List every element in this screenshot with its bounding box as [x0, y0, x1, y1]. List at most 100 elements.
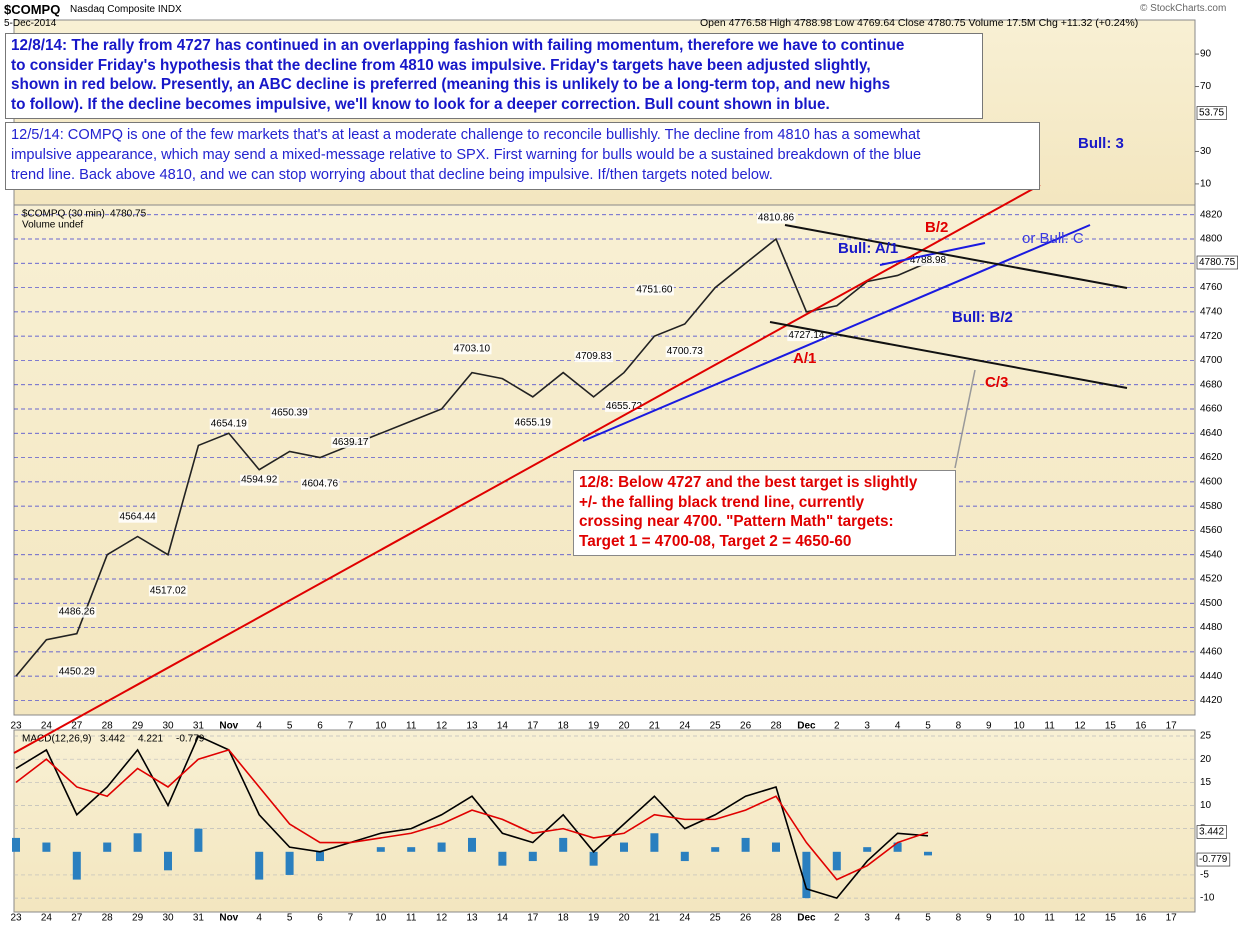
x-tick-label: 13	[466, 721, 478, 732]
x-tick-label: 19	[588, 721, 600, 732]
last-histogram: -0.779	[1199, 854, 1228, 865]
series-line	[15, 748, 929, 881]
x-tick-label: 10	[1014, 913, 1026, 924]
x-tick-label: 12	[1074, 721, 1086, 732]
histogram-bar	[680, 851, 689, 862]
point-label: 4517.02	[150, 585, 187, 596]
y-tick-label: 4460	[1200, 646, 1223, 657]
y-tick-label: 4640	[1200, 428, 1223, 439]
note-line: impulsive appearance, which may send a m…	[11, 147, 922, 163]
y-tick-label: 4580	[1200, 501, 1223, 512]
x-tick-label: 30	[162, 721, 174, 732]
legend-value: 3.442	[100, 734, 125, 745]
trend-line	[13, 184, 1041, 754]
y-tick-label: 4420	[1200, 695, 1223, 706]
x-tick-label: 31	[193, 721, 205, 732]
histogram-bar	[42, 842, 51, 852]
note-1208: 12/8/14: The rally from 4727 has continu…	[5, 33, 983, 119]
y-tick-label: 10	[1200, 800, 1212, 811]
y-tick-label: 70	[1200, 81, 1212, 92]
y-tick-label: 90	[1200, 49, 1212, 60]
point-label-box	[300, 478, 340, 490]
histogram-bar	[72, 851, 81, 880]
point-label: 4486.26	[59, 607, 96, 618]
histogram-bar	[863, 847, 872, 852]
histogram-bar	[924, 851, 932, 856]
macd-panel	[13, 729, 1196, 913]
x-tick-label: 27	[71, 913, 83, 924]
x-tick-label: 17	[527, 721, 539, 732]
x-tick-label: 4	[256, 721, 262, 732]
x-tick-label: 7	[348, 721, 354, 732]
x-tick-label: 16	[1135, 721, 1147, 732]
x-tick-label: 4	[895, 913, 901, 924]
legend-value: 4.221	[138, 734, 163, 745]
y-tick-label: 4600	[1200, 476, 1223, 487]
credit: © StockCharts.com	[1140, 3, 1227, 14]
y-tick-label: 4440	[1200, 671, 1223, 682]
legend-volume: Volume undef	[22, 220, 83, 231]
x-tick-label: 5	[287, 913, 293, 924]
histogram-bar	[468, 837, 476, 852]
y-tick-label: 4800	[1200, 234, 1223, 245]
point-label: 4564.44	[120, 512, 157, 523]
note-line: shown in red below. Presently, an ABC de…	[11, 76, 891, 93]
x-tick-label: 11	[406, 721, 417, 732]
y-tick-label: -10	[1200, 893, 1215, 904]
trend-line	[879, 242, 986, 266]
y-tick-label: 4480	[1200, 622, 1223, 633]
y-tick-label: 4500	[1200, 598, 1223, 609]
histogram-bar	[711, 847, 720, 852]
point-label: 4650.39	[272, 407, 309, 418]
last-macd-box	[1196, 825, 1227, 839]
note-line: 12/8: Below 4727 and the best target is …	[579, 474, 918, 491]
x-tick-label: 5	[925, 721, 931, 732]
x-tick-label: 3	[864, 913, 870, 924]
x-tick-label: 30	[162, 913, 174, 924]
y-tick-label: 10	[1200, 179, 1212, 190]
x-tick-label: 12	[436, 721, 448, 732]
y-tick-label: 4660	[1200, 404, 1223, 415]
histogram-bar	[620, 842, 628, 852]
histogram-bar	[589, 851, 598, 866]
x-tick-label: 14	[497, 721, 509, 732]
histogram-bar	[376, 847, 385, 852]
note-line: to follow). If the decline becomes impul…	[11, 95, 830, 113]
x-tick-label: 28	[102, 913, 114, 924]
histogram-bar	[285, 851, 294, 875]
x-tick-label: 23	[10, 913, 22, 924]
date: 5-Dec-2014	[4, 18, 57, 29]
y-tick-label: 4620	[1200, 452, 1223, 463]
series-line	[15, 734, 929, 900]
histogram-bar	[316, 851, 324, 862]
histogram-bar	[194, 828, 203, 852]
x-tick-label: 31	[193, 913, 205, 924]
histogram-bar	[498, 851, 507, 866]
histogram-bar	[133, 833, 142, 852]
point-label-box	[331, 436, 370, 448]
note-line: +/- the falling black trend line, curren…	[579, 493, 865, 511]
x-tick-label: 4	[256, 913, 262, 924]
x-tick-label: 26	[740, 913, 752, 924]
x-tick-label: 20	[618, 913, 630, 924]
x-tick-label: 2	[834, 913, 840, 924]
x-tick-label: 17	[1166, 721, 1178, 732]
trend-line	[582, 224, 1091, 442]
point-label-box	[57, 666, 97, 678]
point-label: 4654.19	[211, 419, 248, 430]
x-tick-label: 10	[1014, 721, 1026, 732]
x-tick-label: 17	[1166, 913, 1178, 924]
x-tick-label: 29	[132, 721, 144, 732]
x-tick-label: 6	[317, 913, 323, 924]
x-tick-label: 15	[1105, 721, 1117, 732]
point-label: 4810.86	[758, 212, 795, 223]
y-tick-label: 25	[1200, 731, 1212, 742]
point-label-box	[635, 284, 674, 296]
x-tick-label: 12	[436, 913, 448, 924]
x-tick-label: 19	[588, 913, 600, 924]
x-tick-label: 24	[41, 721, 53, 732]
point-label-box	[452, 343, 492, 355]
point-label-box	[148, 585, 188, 597]
price-panel	[13, 204, 1196, 716]
x-tick-label: 6	[317, 721, 323, 732]
